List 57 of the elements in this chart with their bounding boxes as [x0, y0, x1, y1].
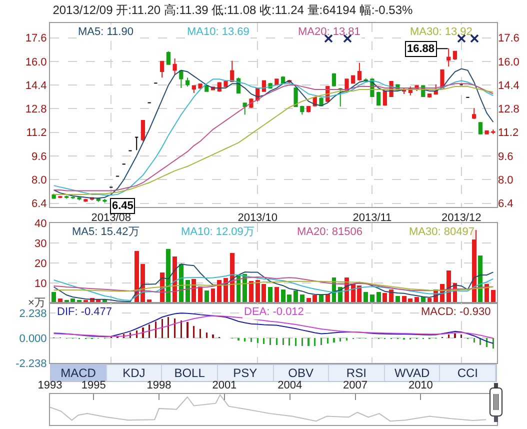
tab-button: OBV [274, 365, 330, 381]
y-tick-label: 8.0 [32, 174, 47, 187]
text: MA30: 80497 [409, 226, 474, 238]
y2-tick-label: 6.4 [498, 198, 514, 210]
tab-button: MACD [51, 365, 107, 381]
y-tick-label: 14.4 [25, 80, 47, 92]
y-tick-label: 40 [34, 218, 47, 230]
y-tick-label: 2.238 [19, 308, 47, 320]
x-tick-label: 2013/11 [352, 212, 392, 224]
x-tick-label: 2004 [278, 380, 302, 392]
y2-tick-label: 9.6 [498, 150, 514, 163]
y-axis-title: ×万 [28, 297, 46, 309]
x-tick-label: 2010 [408, 380, 433, 392]
text: MA20: 13.81 [298, 26, 360, 38]
y2-tick-label: 14.4 [498, 80, 520, 92]
y-tick-label: 20 [34, 258, 47, 270]
x-tick-label: 2013/08 [91, 212, 132, 224]
y2-tick-label: 11.2 [498, 127, 519, 140]
tab-button: WVAD [384, 365, 440, 381]
y-tick-label: 16.0 [25, 56, 47, 68]
y-tick-label: 30 [34, 238, 47, 250]
y-tick-label: -2.238 [16, 358, 47, 370]
text: MA5: 11.90 [78, 26, 134, 38]
x-tick-label: 2007 [343, 380, 368, 392]
tab-button: PSY [218, 365, 274, 381]
y-tick-label: 17.6 [25, 32, 47, 45]
series-label: MACD: -0.930 [421, 306, 491, 318]
series-label: DEA: -0.012 [244, 306, 304, 318]
annotation: 6.45 [112, 200, 134, 212]
annotation: 16.88 [407, 43, 435, 55]
y-tick-label: 9.6 [32, 150, 47, 163]
y2-tick-label: 17.6 [498, 32, 520, 45]
x-tick-label: 1998 [146, 380, 172, 392]
x-tick-label: 2013/12 [441, 212, 482, 224]
tab-button: RSI [329, 365, 385, 381]
y-tick-label: 12.8 [25, 104, 47, 116]
text: MA10: 12.09万 [181, 226, 254, 238]
y2-tick-label: 12.8 [498, 104, 520, 116]
y-tick-label: 6.4 [32, 198, 47, 210]
tab-button: KDJ [106, 365, 162, 381]
series-label: DIF: -0.477 [57, 306, 112, 318]
y-tick-label: 10 [34, 278, 47, 290]
text: MA5: 15.42万 [72, 226, 140, 238]
text: MA10: 13.69 [187, 26, 250, 38]
x-tick-label: 1993 [38, 380, 62, 392]
y-tick-label: 11.2 [26, 127, 47, 140]
y2-tick-label: 8.0 [498, 174, 514, 187]
tab-button: BOLL [162, 365, 218, 381]
y2-tick-label: 16.0 [498, 56, 520, 68]
x-tick-label: 2001 [212, 380, 237, 392]
text: MA30: 13.92 [410, 26, 472, 38]
chart-title: 2013/12/09 开:11.20 高:11.39 低:11.08 收:11.24 量:64194 幅:-0.53% [52, 3, 414, 18]
y-tick-label: 0.000 [19, 332, 47, 345]
text: MA20: 81506 [297, 226, 362, 238]
tab-button: CCI [440, 365, 496, 381]
x-tick-label: 2013/10 [238, 212, 278, 224]
x-tick-label: 1995 [81, 380, 106, 392]
